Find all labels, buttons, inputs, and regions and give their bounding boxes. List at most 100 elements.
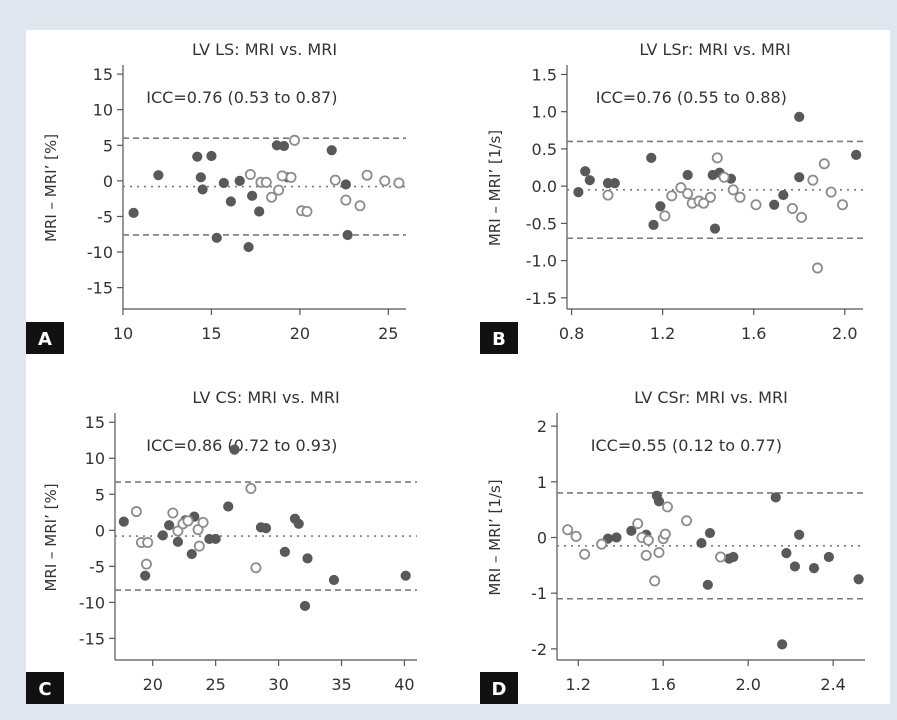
data-point-open [653, 547, 665, 559]
data-point-open [250, 562, 262, 574]
data-point-open [796, 211, 808, 223]
x-tick-label: 40 [394, 675, 414, 694]
data-point-filled [770, 492, 781, 503]
y-tick-label: -10 [79, 593, 105, 612]
data-point-filled [260, 523, 272, 534]
data-point-filled [611, 532, 622, 543]
data-point-open [682, 188, 694, 200]
y-tick-label: 15 [93, 65, 113, 84]
data-point-open [393, 177, 405, 189]
y-tick-label: 0 [95, 521, 105, 540]
x-tick-label: 1.2 [650, 324, 675, 343]
panel-label-badge [26, 672, 64, 704]
data-point-open [245, 482, 257, 494]
data-point-filled [789, 561, 801, 572]
data-point-filled [278, 140, 290, 152]
y-axis-label: MRI – MRI’ [%] [42, 483, 60, 591]
x-tick-label: 1.6 [650, 675, 675, 694]
data-point-open [718, 171, 730, 183]
data-point-filled [326, 145, 337, 156]
x-tick-label: 20 [290, 324, 310, 343]
data-point-open [632, 518, 644, 530]
data-point-filled [823, 551, 834, 563]
data-point-filled [702, 579, 713, 590]
data-point-filled [342, 229, 353, 241]
data-point-open [570, 530, 582, 542]
data-point-filled [206, 150, 217, 162]
data-point-open [675, 182, 687, 194]
data-point-filled [808, 563, 820, 574]
data-point-open [715, 551, 727, 563]
data-point-filled [299, 600, 311, 612]
data-point-filled [728, 551, 739, 563]
y-axis-label: MRI – MRI’ [%] [42, 134, 60, 242]
y-tick-label: -15 [87, 279, 113, 298]
data-point-filled [118, 516, 129, 527]
chart-panel-d: LV CSr: MRI vs. MRI 2 1 0 -1 -2 1.2 1.6 2.0 2.4 MR… [480, 388, 865, 704]
data-point-open [727, 184, 739, 196]
data-point-open [807, 174, 819, 186]
y-tick-label: 15 [85, 413, 105, 432]
data-point-filled [140, 570, 151, 581]
y-tick-label: -1 [531, 584, 547, 603]
data-point-filled [648, 219, 659, 230]
y-tick-label: -1.5 [526, 289, 557, 308]
data-point-filled [704, 527, 716, 539]
data-point-filled [769, 199, 780, 210]
data-point-open [266, 191, 278, 203]
y-tick-label: 10 [93, 101, 113, 120]
panel-label: D [492, 679, 507, 700]
data-point-filled [340, 179, 351, 190]
icc-annotation: ICC=0.76 (0.55 to 0.88) [596, 88, 787, 107]
data-point-filled [580, 166, 591, 177]
y-tick-label: 0 [537, 529, 547, 548]
data-point-open [596, 538, 608, 550]
data-point-open [340, 194, 352, 206]
data-point-filled [626, 525, 637, 536]
data-point-open [192, 524, 204, 536]
chart-panel-b: LV LSr: MRI vs. MRI 1.5 1.0 0.5 0.0 -0.5 -1.0 -… [480, 40, 863, 354]
data-point-filled [777, 639, 788, 650]
data-point-filled [247, 190, 258, 201]
data-point-open [140, 558, 152, 570]
data-point-filled [328, 574, 340, 586]
chart-panel-c: LV CS: MRI vs. MRI 15 10 5 0 -5 -10 -15 20 25 30 35… [26, 388, 417, 704]
data-point-open [750, 199, 762, 211]
panel-label: C [38, 679, 51, 700]
x-tick-label: 2.0 [832, 324, 857, 343]
y-tick-label: 1 [537, 473, 547, 492]
data-point-open [666, 190, 678, 202]
data-point-filled [157, 530, 168, 541]
y-axis-label: MRI – MRI’ [1/s] [486, 130, 504, 246]
x-tick-label: 10 [113, 324, 133, 343]
data-point-open [579, 548, 591, 560]
x-tick-label: 15 [201, 324, 221, 343]
data-point-open [640, 549, 652, 561]
x-tick-label: 25 [205, 675, 225, 694]
data-point-open [285, 171, 297, 183]
chart-title: LV LS: MRI vs. MRI [192, 40, 337, 59]
chart-title: LV CSr: MRI vs. MRI [634, 388, 788, 407]
data-point-open [130, 506, 142, 518]
y-tick-label: 1.0 [532, 103, 557, 122]
y-tick-label: 0.5 [532, 140, 557, 159]
x-tick-label: 0.8 [559, 324, 584, 343]
y-tick-label: -5 [97, 207, 113, 226]
data-point-open [562, 524, 574, 536]
data-point-open [379, 175, 391, 187]
data-point-open [825, 186, 837, 198]
x-tick-label: 30 [268, 675, 288, 694]
data-point-filled [229, 444, 240, 455]
data-point-filled [682, 169, 693, 181]
data-point-filled [646, 152, 657, 163]
data-point-filled [223, 501, 234, 512]
data-point-open [167, 507, 179, 519]
panel-label: A [38, 329, 52, 350]
data-point-filled [186, 548, 197, 560]
figure-panel: LV LS: MRI vs. MRI 15 10 5 0 -5 -10 -15 10 15 20 25… [26, 30, 890, 704]
data-point-filled [293, 518, 304, 529]
chart-title: LV LSr: MRI vs. MRI [639, 40, 790, 59]
data-point-filled [609, 178, 620, 189]
data-point-filled [709, 223, 721, 234]
